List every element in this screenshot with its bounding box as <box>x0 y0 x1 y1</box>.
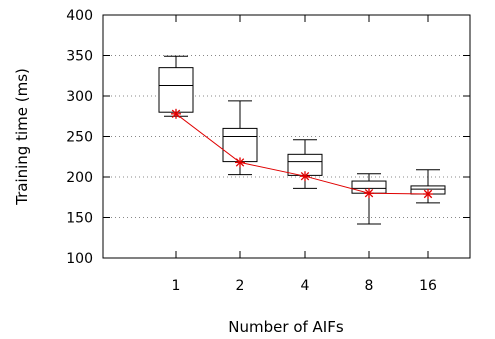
star-stroke-d2 <box>300 171 310 181</box>
box-1 <box>158 55 194 117</box>
box-8 <box>351 173 387 225</box>
mean-point-16 <box>423 189 433 200</box>
box-4 <box>287 139 323 189</box>
mean-point-2 <box>235 157 245 168</box>
mean-point-8 <box>364 188 374 199</box>
star-stroke-d2 <box>171 109 181 119</box>
box-iqr <box>158 67 194 113</box>
axis-ticks: 100 150 200 250 300 350 400 1 2 4 8 16 <box>66 8 470 294</box>
y-axis-title: Training time (ms) <box>13 68 31 206</box>
x-tick-label: 8 <box>365 278 374 294</box>
plot-frame <box>102 14 471 259</box>
star-stroke-d2 <box>364 188 374 198</box>
star-stroke-d2 <box>423 189 433 199</box>
mean-series <box>171 108 433 200</box>
mean-point-4 <box>300 171 310 182</box>
x-axis-title: Number of AIFs <box>228 318 344 336</box>
y-tick-label: 250 <box>66 130 93 146</box>
x-tick-label: 16 <box>419 278 437 294</box>
box-iqr <box>222 127 258 163</box>
x-tick-label: 2 <box>236 278 245 294</box>
star-stroke-d2 <box>235 158 245 167</box>
y-tick-label: 100 <box>66 251 93 267</box>
x-tick-label: 4 <box>301 278 310 294</box>
x-tick-label: 1 <box>172 278 181 294</box>
y-tick-label: 350 <box>66 49 93 65</box>
mean-point-1 <box>171 108 181 119</box>
y-tick-label: 150 <box>66 211 93 227</box>
box-2 <box>222 100 258 176</box>
y-tick-label: 400 <box>66 8 93 24</box>
y-tick-label: 200 <box>66 170 93 186</box>
box-series <box>158 55 446 225</box>
y-tick-label: 300 <box>66 89 93 105</box>
